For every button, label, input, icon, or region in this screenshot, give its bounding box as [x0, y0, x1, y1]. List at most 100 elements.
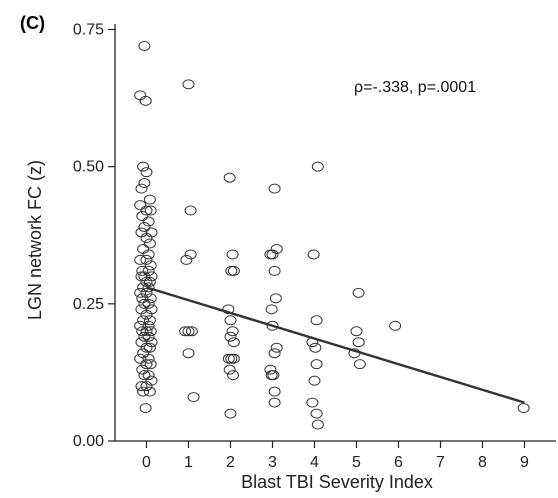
data-point — [350, 326, 363, 337]
data-point — [140, 326, 153, 337]
data-point — [308, 375, 321, 386]
data-point — [182, 326, 195, 337]
data-point — [352, 287, 365, 298]
data-point — [184, 249, 197, 260]
data-point — [140, 359, 153, 370]
data-point — [134, 90, 147, 101]
data-point — [222, 304, 235, 315]
data-point — [269, 293, 282, 304]
data-point — [142, 353, 155, 364]
data-point — [139, 403, 152, 414]
data-point — [226, 326, 239, 337]
data-point — [139, 95, 152, 106]
data-point — [138, 40, 151, 51]
data-point — [224, 408, 237, 419]
x-tick-label: 4 — [310, 454, 319, 471]
x-axis-title: Blast TBI Severity Index — [241, 472, 433, 492]
data-point — [187, 392, 200, 403]
data-point — [135, 183, 148, 194]
data-point — [138, 178, 151, 189]
data-point — [270, 342, 283, 353]
x-tick-label: 3 — [268, 454, 277, 471]
data-point — [311, 161, 324, 172]
data-point — [389, 320, 402, 331]
data-point — [140, 381, 153, 392]
data-point — [144, 326, 157, 337]
data-point — [270, 243, 283, 254]
x-tick-label: 7 — [436, 454, 445, 471]
data-point — [185, 326, 198, 337]
data-point — [143, 194, 156, 205]
data-point — [143, 386, 156, 397]
data-point — [138, 298, 151, 309]
data-point — [140, 167, 153, 178]
data-point — [309, 342, 322, 353]
data-point — [136, 293, 149, 304]
data-point — [182, 79, 195, 90]
regression-line — [146, 286, 525, 404]
data-point — [144, 260, 157, 271]
data-point — [142, 320, 155, 331]
data-point — [307, 249, 320, 260]
data-point — [224, 331, 237, 342]
y-axis-title: LGN network FC (z) — [25, 160, 45, 320]
data-point — [268, 183, 281, 194]
data-point — [143, 276, 156, 287]
data-point — [134, 254, 147, 265]
data-point — [266, 249, 279, 260]
data-point — [227, 353, 240, 364]
data-point — [182, 348, 195, 359]
data-point — [225, 353, 238, 364]
x-tick-label: 8 — [478, 454, 487, 471]
data-point — [137, 243, 150, 254]
data-point — [264, 364, 277, 375]
data-point — [227, 265, 240, 276]
x-tick-label: 9 — [520, 454, 529, 471]
y-tick-label: 0.25 — [73, 296, 104, 313]
data-point — [136, 326, 149, 337]
data-point — [143, 342, 156, 353]
data-point — [134, 200, 147, 211]
data-point — [179, 326, 192, 337]
data-point — [140, 205, 153, 216]
data-point — [137, 386, 150, 397]
data-point — [136, 265, 149, 276]
data-point — [144, 205, 157, 216]
data-point — [134, 353, 147, 364]
data-point — [352, 337, 365, 348]
data-point — [137, 315, 150, 326]
data-point — [144, 359, 157, 370]
y-tick-label: 0.50 — [73, 159, 104, 176]
x-tick-label: 1 — [184, 454, 193, 471]
data-point — [180, 254, 193, 265]
data-point — [140, 232, 153, 243]
data-point — [142, 298, 155, 309]
data-point — [143, 315, 156, 326]
data-point — [136, 211, 149, 222]
data-point — [142, 249, 155, 260]
data-point — [223, 364, 236, 375]
data-point — [140, 309, 153, 320]
panel-label: (C) — [20, 13, 45, 33]
data-point — [144, 293, 157, 304]
x-axis-ticks: 0 1 2 3 4 5 6 7 8 9 — [142, 441, 529, 471]
data-point — [138, 370, 151, 381]
data-point — [310, 359, 323, 370]
data-point — [268, 386, 281, 397]
data-point — [138, 222, 151, 233]
data-point — [310, 408, 323, 419]
data-point — [142, 331, 155, 342]
data-point — [266, 320, 279, 331]
data-point — [268, 348, 281, 359]
data-point — [223, 172, 236, 183]
data-point — [306, 397, 319, 408]
data-point — [140, 342, 153, 353]
data-point — [268, 265, 281, 276]
data-point — [136, 364, 149, 375]
y-tick-label: 0.75 — [73, 21, 104, 38]
data-point — [134, 320, 147, 331]
data-point — [140, 276, 153, 287]
data-point — [137, 348, 150, 359]
y-tick-label: 0.00 — [73, 433, 104, 450]
